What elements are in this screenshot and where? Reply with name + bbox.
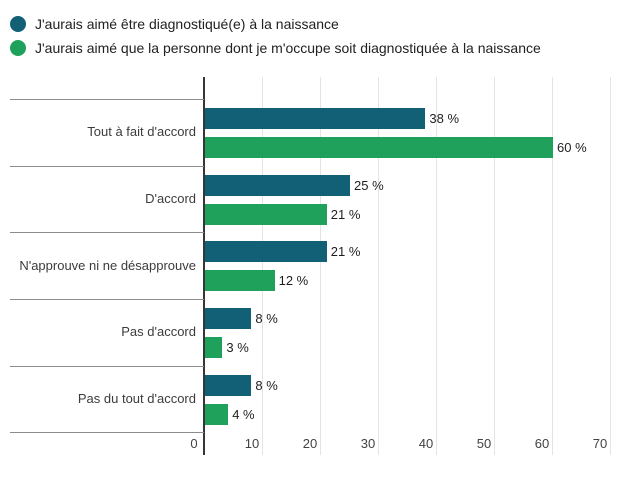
bar-series-2 [205, 336, 223, 358]
legend-item: J'aurais aimé être diagnostiqué(e) à la … [10, 12, 541, 36]
gridline [494, 77, 495, 455]
bar-value-label: 38 % [429, 111, 460, 126]
x-tick-label: 70 [592, 436, 608, 451]
category-label: N'approuve ni ne désapprouve [19, 257, 196, 273]
bar-series-2 [205, 270, 275, 292]
gridline [262, 77, 263, 455]
legend-color-dot-icon [10, 40, 26, 56]
gridline [610, 77, 611, 455]
bar-value-label: 8 % [255, 310, 278, 326]
x-tick-label: 50 [476, 436, 492, 451]
legend-item: J'aurais aimé que la personne dont je m'… [10, 36, 541, 60]
row-divider [10, 165, 204, 167]
bar-value-label: 8 % [255, 377, 278, 393]
bar-series-1 [205, 307, 252, 329]
category-label: Pas d'accord [121, 324, 196, 340]
row-divider [10, 365, 204, 367]
bar-series-2 [205, 403, 229, 425]
bar-series-1 [205, 108, 426, 129]
bar-series-2 [205, 203, 327, 225]
x-tick-label: 20 [302, 436, 318, 451]
category-label: D'accord [145, 190, 196, 206]
bar-value-label: 3 % [226, 339, 249, 355]
row-divider [10, 432, 204, 434]
bar-value-label: 4 % [232, 406, 255, 422]
x-tick-label: 10 [244, 436, 260, 451]
legend: J'aurais aimé être diagnostiqué(e) à la … [10, 12, 541, 60]
row-divider [10, 232, 204, 234]
bar-value-label: 25 % [354, 177, 384, 193]
gridline [378, 77, 379, 455]
legend-item-label: J'aurais aimé être diagnostiqué(e) à la … [35, 16, 339, 32]
x-tick-label: 60 [534, 436, 550, 451]
bar-series-1 [205, 374, 252, 396]
legend-item-label: J'aurais aimé que la personne dont je m'… [35, 40, 541, 56]
gridline [320, 77, 321, 455]
bar-value-label: 12 % [278, 273, 309, 289]
row-divider [10, 298, 204, 300]
row-divider [10, 99, 204, 100]
bar-value-label: 21 % [330, 206, 361, 222]
bar-value-label: 21 % [330, 244, 361, 260]
gridline [436, 77, 437, 455]
category-label: Pas du tout d'accord [77, 390, 196, 406]
bar-series-1 [205, 241, 327, 263]
x-tick-label: 30 [360, 436, 376, 451]
x-tick-label: 0 [190, 436, 198, 451]
bar-series-1 [205, 174, 350, 196]
legend-color-dot-icon [10, 16, 26, 32]
bar-series-2 [205, 137, 553, 158]
x-tick-label: 40 [418, 436, 434, 451]
gridline [552, 77, 553, 455]
bar-value-label: 60 % [557, 140, 587, 155]
category-label: Tout à fait d'accord [87, 124, 196, 140]
y-axis-line [203, 77, 205, 455]
